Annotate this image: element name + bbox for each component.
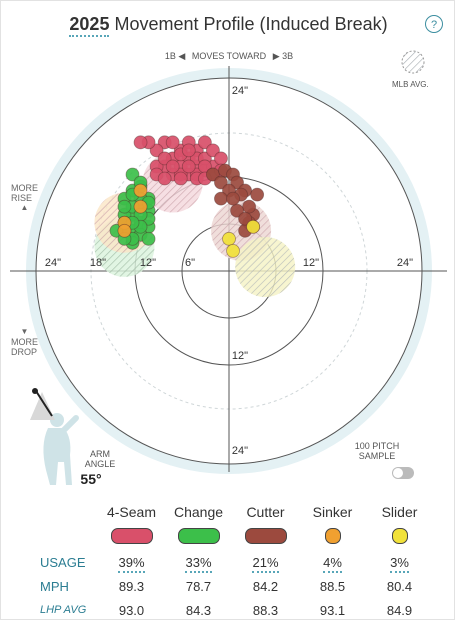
pitch-point[interactable] <box>133 183 148 198</box>
year-label[interactable]: 2025 <box>69 14 110 37</box>
mlb-avg-zone-hatch <box>235 236 296 297</box>
down-arrow-icon: ▼ <box>20 327 29 336</box>
pitch-point[interactable] <box>197 135 212 150</box>
direction-label: 1B ◀ MOVES TOWARD ▶ 3B <box>165 51 293 61</box>
pitch-point[interactable] <box>165 159 180 174</box>
more-rise-label: MORE RISE ▲ <box>11 183 38 212</box>
sinker-swatch[interactable] <box>324 527 341 544</box>
sample-toggle[interactable] <box>392 467 414 479</box>
pitch-point[interactable] <box>133 135 148 150</box>
mlb-avg-legend-icon <box>401 50 425 74</box>
pitch-point[interactable] <box>133 199 148 214</box>
mph-value: 88.5 <box>319 578 346 594</box>
pitch-point[interactable] <box>250 187 265 202</box>
pitch-point[interactable] <box>149 143 164 158</box>
usage-value: 39% <box>118 554 145 573</box>
mph-row: MPH 89.3 78.7 84.2 88.5 80.4 <box>40 574 450 598</box>
ring-label: 24" <box>232 445 248 457</box>
pitch-point[interactable] <box>165 135 180 150</box>
lhp-avg-label: LHP AVG <box>40 604 87 616</box>
pitch-point[interactable] <box>214 191 228 206</box>
pitch-point[interactable] <box>206 167 220 182</box>
sample-label: 100 PITCH SAMPLE <box>354 441 400 461</box>
usage-value: 21% <box>252 554 279 573</box>
mph-value: 84.2 <box>252 578 279 594</box>
pitch-point[interactable] <box>181 143 196 158</box>
pitch-point[interactable] <box>173 171 188 186</box>
ring-label: 24" <box>397 257 413 269</box>
lhp-avg-value: 84.3 <box>185 602 212 618</box>
up-arrow-icon: ▲ <box>20 203 29 212</box>
slider-swatch[interactable] <box>391 527 408 544</box>
pitch-table: 4-Seam Change Cutter Sinker Slider USAGE… <box>40 500 450 622</box>
lhp-avg-value: 88.3 <box>252 602 279 618</box>
title-text: Movement Profile (Induced Break) <box>114 14 388 34</box>
lhp-avg-value: 93.1 <box>319 602 346 618</box>
pitch-point[interactable] <box>157 151 172 166</box>
pitch-point[interactable] <box>125 167 140 182</box>
help-icon[interactable]: ? <box>425 15 443 33</box>
ring-label: 12" <box>140 257 156 269</box>
cutter-swatch[interactable] <box>244 527 287 544</box>
usage-value: 33% <box>185 554 212 573</box>
lhp-avg-value: 93.0 <box>118 602 145 618</box>
pitch-point[interactable] <box>141 231 156 246</box>
pitch-point[interactable] <box>214 175 228 190</box>
usage-row: USAGE 39% 33% 21% 4% 3% <box>40 550 450 574</box>
mph-value: 78.7 <box>185 578 212 594</box>
four-seam-swatch[interactable] <box>110 527 153 544</box>
usage-value: 4% <box>323 554 342 573</box>
ring-label: 6" <box>185 257 195 269</box>
lhp-avg-row: LHP AVG 93.0 84.3 88.3 93.1 84.9 <box>40 598 450 622</box>
ring-label: 12" <box>303 257 319 269</box>
pitch-name[interactable]: Sinker <box>312 504 353 520</box>
pitch-point[interactable] <box>238 211 252 226</box>
ring-labels: 24" 18" 12" 6" 12" 24" 24" 12" 24" <box>45 85 413 457</box>
arm-angle-label: ARM ANGLE <box>84 449 116 469</box>
pitch-color-row <box>40 524 450 550</box>
usage-label: USAGE <box>40 554 86 570</box>
mph-value: 89.3 <box>118 578 145 594</box>
pitcher-figure <box>30 388 79 485</box>
pitch-name[interactable]: Change <box>173 504 224 520</box>
usage-value: 3% <box>390 554 409 573</box>
pitch-point[interactable] <box>226 191 240 206</box>
mlb-avg-label: MLB AVG. <box>392 80 429 89</box>
ring-label: 24" <box>45 257 61 269</box>
table-header: 4-Seam Change Cutter Sinker Slider <box>40 500 450 524</box>
pitch-point[interactable] <box>222 231 236 246</box>
pitch-name[interactable]: Slider <box>381 504 418 520</box>
pitch-point[interactable] <box>157 171 172 186</box>
mph-label: MPH <box>40 578 69 594</box>
pitch-point[interactable] <box>242 199 257 214</box>
pitch-name[interactable]: 4-Seam <box>106 504 157 520</box>
pitch-points <box>109 135 265 258</box>
arm-angle-value: 55° <box>80 471 102 487</box>
mph-value: 80.4 <box>386 578 413 594</box>
pitch-point[interactable] <box>206 143 220 158</box>
ring-label: 24" <box>232 85 248 97</box>
change-swatch[interactable] <box>177 527 220 544</box>
pitch-point[interactable] <box>181 159 196 174</box>
ring-label: 18" <box>90 257 106 269</box>
page-title: 2025 Movement Profile (Induced Break) <box>0 14 457 37</box>
pitch-point[interactable] <box>214 151 228 166</box>
pitch-point[interactable] <box>117 223 132 238</box>
more-drop-label: ▼ MORE DROP <box>11 327 38 357</box>
ring-label: 12" <box>232 350 248 362</box>
pitch-point[interactable] <box>230 175 244 190</box>
pitch-point[interactable] <box>230 203 244 218</box>
pitch-name[interactable]: Cutter <box>246 504 285 520</box>
pitch-point[interactable] <box>246 219 261 234</box>
pitch-point[interactable] <box>117 199 132 214</box>
pitch-point[interactable] <box>226 243 240 258</box>
lhp-avg-value: 84.9 <box>386 602 413 618</box>
